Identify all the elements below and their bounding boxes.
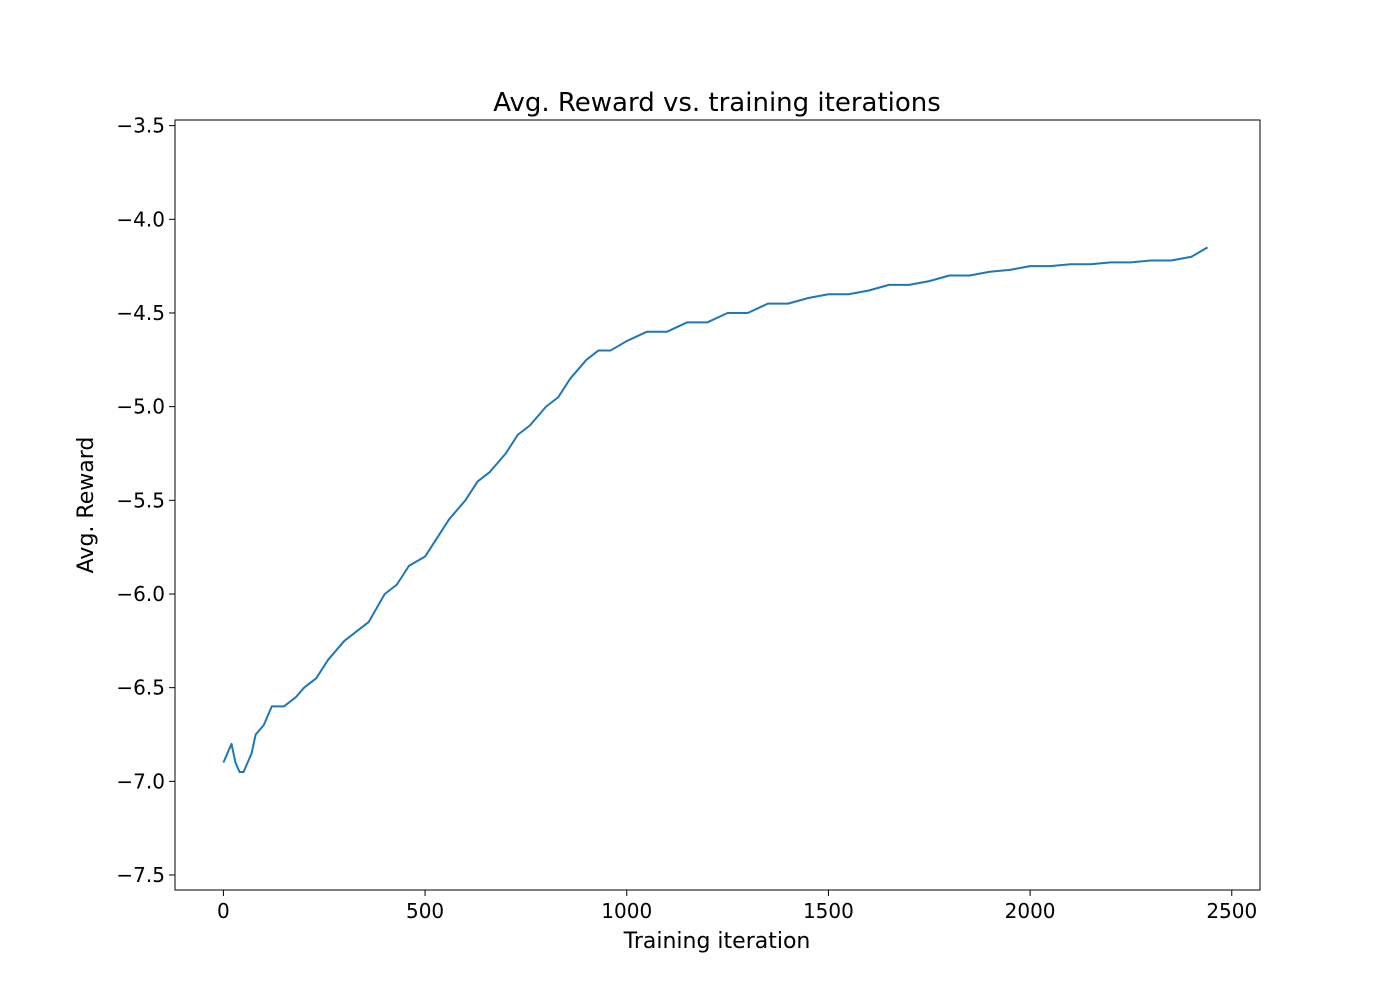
y-tick-label: −6.5 bbox=[116, 676, 165, 700]
chart-title: Avg. Reward vs. training iterations bbox=[493, 88, 941, 118]
x-tick-label: 500 bbox=[406, 899, 444, 923]
y-tick-label: −7.0 bbox=[116, 769, 165, 793]
x-tick-label: 2000 bbox=[1005, 899, 1056, 923]
x-axis: 0 500 1000 1500 2000 2500 bbox=[217, 890, 1257, 923]
series-layer bbox=[222, 246, 1209, 773]
x-tick-label: 1500 bbox=[803, 899, 854, 923]
x-tick-label: 2500 bbox=[1206, 899, 1257, 923]
y-tick-label: −4.0 bbox=[116, 207, 165, 231]
y-axis-title: Avg. Reward bbox=[74, 437, 99, 574]
y-tick-label: −4.5 bbox=[116, 301, 165, 325]
series-line-0 bbox=[222, 246, 1209, 773]
x-tick-label: 0 bbox=[217, 899, 230, 923]
x-tick-label: 1000 bbox=[601, 899, 652, 923]
plot-frame bbox=[174, 119, 1261, 891]
y-tick-label: −7.5 bbox=[116, 863, 165, 887]
y-tick-label: −5.0 bbox=[116, 395, 165, 419]
y-axis: −3.5 −4.0 −4.5 −5.0 −5.5 −6.0 −6.5 −7.0 −7.5 bbox=[116, 114, 175, 887]
y-tick-label: −5.5 bbox=[116, 488, 165, 512]
x-axis-title: Training iteration bbox=[623, 929, 811, 954]
y-tick-label: −6.0 bbox=[116, 582, 165, 606]
y-tick-label: −3.5 bbox=[116, 114, 165, 138]
